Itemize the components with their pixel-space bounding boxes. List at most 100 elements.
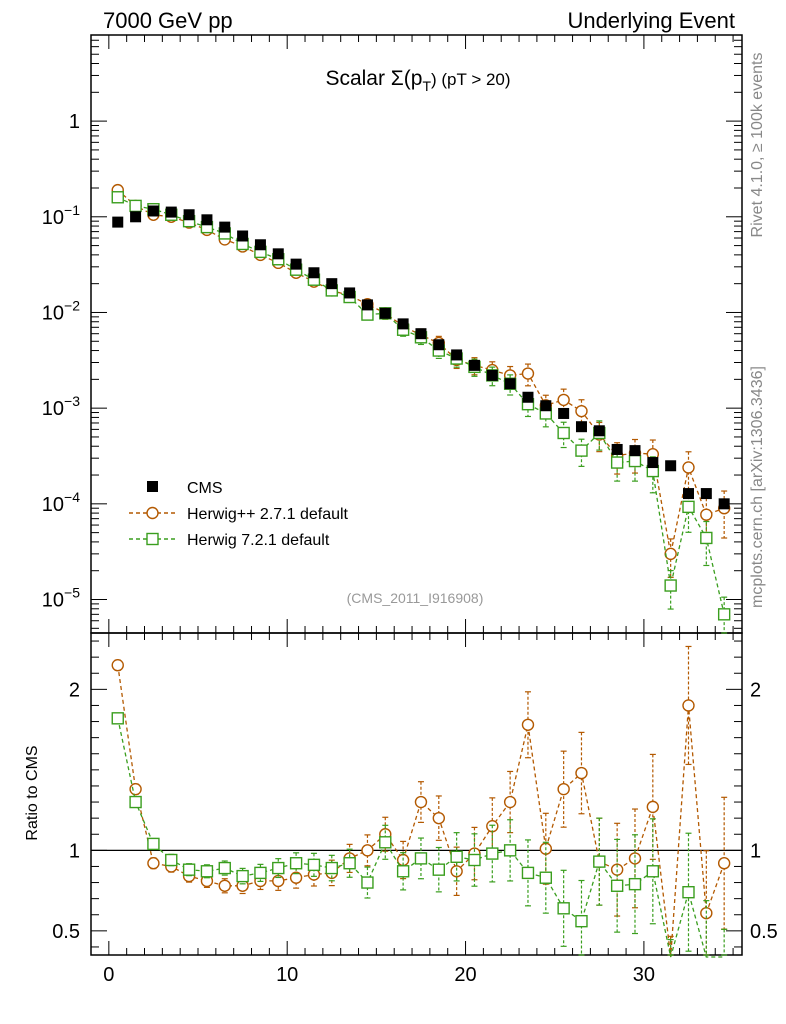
herwig7-point — [700, 531, 713, 545]
cms-point — [575, 421, 587, 433]
cms-point — [183, 209, 195, 221]
cms-point — [433, 339, 445, 351]
herwigpp-point — [575, 766, 588, 780]
herwigpp-point — [503, 795, 517, 809]
series-line — [117, 196, 725, 615]
y-tick-label: 2 — [69, 679, 80, 701]
rivet-version-label: Rivet 4.1.0, ≥ 100k events — [749, 53, 766, 238]
herwig7-point — [450, 850, 463, 863]
herwigpp-point — [557, 393, 570, 407]
herwigpp-point — [557, 782, 570, 796]
herwigpp-point — [646, 800, 660, 814]
herwigpp-point — [450, 865, 463, 878]
legend: CMS Herwig++ 2.7.1 default Herwig 7.2.1 … — [129, 480, 349, 549]
herwigpp-point — [628, 852, 642, 865]
herwig7-point — [236, 869, 249, 883]
y-tick-label: 1 — [69, 840, 80, 862]
cms-point — [379, 307, 391, 319]
cms-point — [593, 425, 605, 437]
herwig7-point — [379, 836, 392, 849]
herwigpp-point — [521, 718, 535, 731]
main-data — [111, 183, 731, 634]
cms-point — [130, 211, 142, 223]
herwig7-point — [129, 795, 142, 809]
cms-point — [147, 205, 159, 217]
herwigpp-point — [147, 857, 160, 870]
herwig7-point — [165, 853, 178, 867]
cms-point — [237, 230, 249, 242]
cms-point — [682, 488, 694, 500]
ratio-axes: 0 10 20 30 0.5 0.5 1 1 2 2 — [52, 633, 778, 986]
ratio-ylabel: Ratio to CMS — [24, 745, 41, 840]
cms-point — [558, 407, 570, 419]
herwig7-point — [147, 837, 160, 851]
series-line — [117, 665, 725, 958]
title-tail: ) (pT > 20) — [431, 70, 511, 89]
herwig7-point — [289, 857, 303, 870]
herwig7-point — [682, 500, 695, 514]
herwigpp-point — [700, 508, 713, 521]
ratio-data — [111, 645, 731, 958]
legend-hpp-marker — [146, 506, 159, 520]
cms-point — [308, 267, 320, 279]
herwigpp-point — [682, 699, 695, 712]
y-tick-label: 10−2 — [42, 297, 80, 324]
herwigpp-point — [361, 844, 374, 857]
herwig7-point — [646, 865, 660, 878]
y-tick-label: 10−5 — [42, 585, 80, 612]
cms-point — [326, 278, 338, 290]
herwig7-point — [486, 847, 499, 860]
herwig7-point — [325, 861, 338, 875]
herwigpp-point — [682, 461, 695, 474]
herwig7-point — [664, 579, 677, 592]
herwig7-point — [254, 866, 267, 880]
legend-h7-marker — [146, 532, 159, 546]
cms-point — [718, 498, 730, 510]
herwig7-point — [218, 861, 231, 875]
cms-point — [397, 318, 409, 330]
herwig7-point — [503, 844, 517, 857]
title-subscript: T — [422, 78, 431, 94]
x-tick-label: 20 — [454, 964, 476, 986]
analysis-tag: (CMS_2011_I916908) — [347, 590, 484, 606]
legend-h7-label: Herwig 7.2.1 default — [187, 532, 330, 549]
herwig7-point — [307, 858, 321, 872]
y-tick-label: 10−1 — [42, 202, 80, 229]
cms-point — [415, 328, 427, 340]
cms-point — [254, 239, 266, 251]
cms-point — [522, 391, 534, 403]
herwig7-point — [557, 426, 570, 440]
x-tick-label: 10 — [276, 964, 298, 986]
herwig7-point — [129, 199, 142, 213]
process-label: Underlying Event — [567, 8, 735, 33]
herwig7-point — [414, 852, 428, 865]
herwigpp-point — [575, 404, 588, 418]
series-line — [117, 189, 725, 555]
cms-point — [647, 457, 659, 469]
herwig7-point — [521, 866, 535, 880]
herwig7-point — [272, 861, 285, 875]
herwigpp-point — [717, 857, 731, 870]
cms-point — [486, 369, 498, 381]
cms-point — [165, 206, 177, 218]
herwigpp-point — [218, 879, 231, 892]
cms-point — [611, 443, 623, 455]
legend-cms-marker — [147, 481, 158, 492]
legend-hpp-label: Herwig++ 2.7.1 default — [187, 506, 349, 523]
herwig7-point — [717, 608, 731, 621]
herwigpp-point — [414, 795, 428, 809]
cms-point — [112, 216, 124, 228]
cms-point — [201, 214, 213, 226]
herwig7-point — [111, 712, 124, 725]
herwig7-point — [610, 879, 624, 892]
herwig7-point — [575, 444, 588, 457]
herwig7-point — [610, 456, 624, 469]
main-axes: 1 10−1 10−2 10−3 10−4 10−5 — [42, 35, 742, 633]
herwig7-point — [575, 914, 588, 928]
y-tick-label-right: 1 — [750, 840, 761, 862]
herwig7-point — [539, 871, 553, 884]
cms-point — [361, 299, 373, 311]
herwig7-point — [557, 902, 570, 915]
cms-point — [540, 400, 552, 412]
